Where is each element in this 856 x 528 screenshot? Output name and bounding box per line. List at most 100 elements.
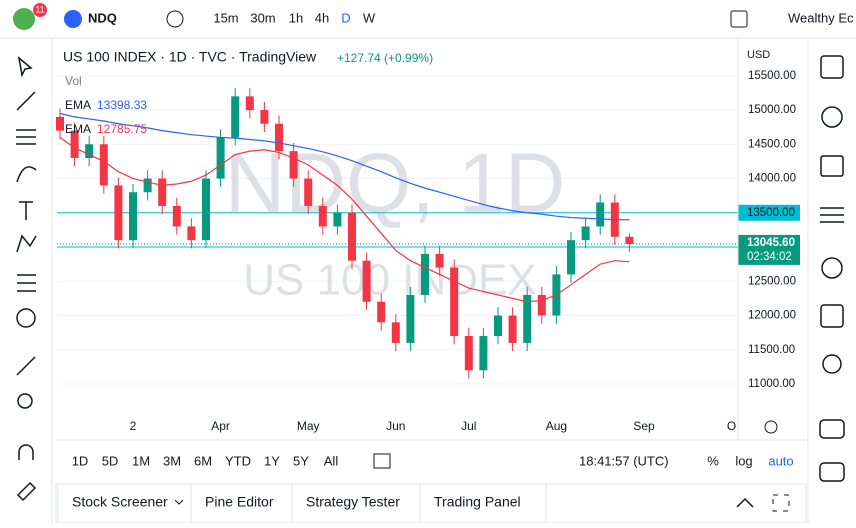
x-tick-label: Jul — [461, 419, 476, 433]
chats[interactable] — [819, 419, 845, 439]
candle-body — [523, 294, 532, 343]
candle-body — [70, 130, 79, 158]
candle-body — [625, 236, 634, 244]
watchlist[interactable] — [820, 55, 844, 79]
text-tool[interactable] — [19, 201, 33, 220]
timeframe[interactable]: 6M — [194, 453, 212, 468]
chart: 11000.0011500.0012000.0012500.0013000.00… — [56, 70, 800, 433]
x-tick-label: May — [297, 419, 320, 433]
line-tool[interactable] — [16, 91, 36, 111]
y-tick-label: 12500.00 — [748, 275, 796, 287]
settings-icon[interactable] — [764, 420, 778, 434]
symbol-icon — [64, 10, 82, 28]
interval[interactable]: 15m — [213, 10, 238, 25]
y-tick-label: 14000.00 — [748, 173, 796, 185]
timeframe[interactable]: 1D — [72, 453, 89, 468]
forecast-tool[interactable] — [17, 274, 36, 292]
timeframe[interactable]: 1Y — [264, 453, 280, 468]
candle-body — [172, 205, 181, 227]
ideas[interactable] — [822, 354, 842, 374]
emoji-tool[interactable] — [16, 308, 36, 328]
candle-body — [245, 96, 254, 111]
candle-body — [450, 267, 459, 337]
add-icon[interactable] — [166, 10, 184, 28]
candle-body — [596, 202, 605, 227]
interval[interactable]: W — [363, 10, 376, 25]
data-window[interactable] — [820, 207, 844, 223]
alerts[interactable] — [821, 106, 843, 128]
timeframe[interactable]: 5D — [102, 453, 119, 468]
ema-label: EMA — [65, 98, 91, 112]
magnet-tool[interactable] — [18, 444, 34, 460]
interval[interactable]: 4h — [315, 10, 329, 25]
last-price-label: 13045.60 — [747, 237, 795, 249]
ema-value: 13398.33 — [97, 98, 147, 112]
account[interactable]: Wealthy Ec — [788, 10, 854, 25]
candle-body — [202, 178, 210, 241]
hotlists[interactable] — [821, 257, 843, 279]
calendar[interactable] — [820, 304, 844, 328]
maximize-icon[interactable] — [772, 494, 790, 512]
timeframe[interactable]: All — [324, 453, 339, 468]
watermark-symbol: NDQ, 1D — [225, 136, 566, 230]
date-range-icon[interactable] — [373, 453, 391, 469]
badge-bg — [33, 3, 47, 17]
level-tag — [738, 204, 800, 221]
candle-body — [129, 192, 137, 241]
avatar[interactable] — [13, 8, 35, 30]
candle-body — [260, 110, 269, 124]
x-tick-label: Aug — [546, 419, 567, 433]
candle-body — [99, 144, 108, 186]
candle-body — [377, 301, 386, 323]
candle-body — [479, 336, 488, 371]
news[interactable] — [820, 155, 844, 177]
bottom-tab[interactable]: Stock Screener — [72, 494, 168, 510]
scale-option[interactable]: log — [735, 453, 752, 468]
currency[interactable]: USD — [747, 49, 770, 61]
scale-option[interactable]: auto — [768, 453, 793, 468]
top-bar — [0, 0, 856, 38]
collapse-icon[interactable] — [736, 497, 754, 508]
cursor-tool[interactable] — [17, 56, 33, 78]
bottom-tab[interactable]: Strategy Tester — [306, 494, 400, 510]
interval[interactable]: D — [341, 10, 350, 25]
candle-body — [464, 336, 473, 371]
icon[interactable] — [730, 10, 748, 28]
candle-body — [216, 137, 225, 179]
candle-body — [435, 253, 444, 268]
y-tick-label: 11000.00 — [748, 378, 795, 390]
bottom-tab[interactable]: Trading Panel — [434, 494, 521, 510]
candle-body — [567, 240, 575, 275]
x-tick-label: Jun — [386, 419, 405, 433]
candle-body — [114, 185, 123, 241]
fib-tool[interactable] — [16, 129, 36, 145]
candle-body — [318, 205, 327, 227]
measure-tool[interactable] — [16, 356, 36, 376]
candle-body — [348, 212, 356, 261]
timeframe[interactable]: YTD — [225, 453, 251, 468]
clock: 18:41:57 (UTC) — [579, 453, 669, 468]
scale-option[interactable]: % — [707, 453, 719, 468]
symbol[interactable]: NDQ — [88, 10, 117, 25]
interval[interactable]: 1h — [289, 10, 303, 25]
price-change: +127.74 (+0.99%) — [337, 51, 433, 65]
brush-tool[interactable] — [16, 166, 37, 183]
eraser-tool[interactable] — [16, 481, 37, 502]
candle-body — [333, 212, 342, 227]
zoom-tool[interactable] — [17, 393, 33, 409]
candle-body — [275, 123, 283, 152]
streams[interactable] — [819, 462, 845, 482]
badge: 11 — [35, 4, 44, 14]
candle-body — [406, 294, 415, 343]
ema-label: EMA — [65, 122, 91, 136]
pattern-tool[interactable] — [16, 234, 37, 253]
candle-body — [231, 96, 240, 138]
timeframe[interactable]: 1M — [132, 453, 150, 468]
timeframe[interactable]: 3M — [163, 453, 181, 468]
candle-body — [391, 322, 400, 343]
bottom-tab[interactable]: Pine Editor — [205, 494, 274, 510]
timeframe[interactable]: 5Y — [293, 453, 309, 468]
interval[interactable]: 30m — [250, 10, 275, 25]
candle-body — [158, 178, 167, 206]
